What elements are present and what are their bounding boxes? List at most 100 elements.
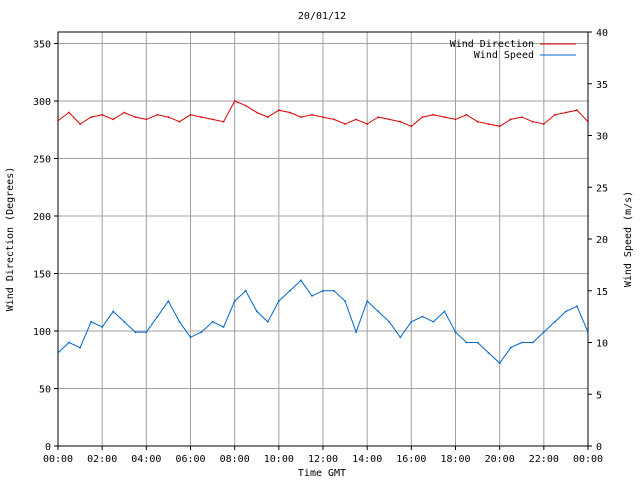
wind-direction-point bbox=[244, 104, 247, 107]
wind-direction-point bbox=[454, 118, 457, 121]
wind-direction-point bbox=[156, 113, 159, 116]
wind-direction-point bbox=[189, 113, 192, 116]
wind-speed-point bbox=[432, 320, 435, 323]
x-tick-label: 08:00 bbox=[220, 454, 250, 465]
wind-direction-point bbox=[366, 123, 369, 125]
wind-direction-point bbox=[233, 100, 236, 102]
wind-speed-point bbox=[366, 300, 369, 302]
wind-speed-point bbox=[333, 289, 335, 292]
right-tick-label: 25 bbox=[596, 183, 608, 194]
wind-speed-point bbox=[355, 331, 357, 333]
wind-speed-point bbox=[587, 331, 589, 333]
wind-speed-point bbox=[79, 346, 81, 349]
wind-direction-point bbox=[68, 111, 70, 114]
wind-direction-point bbox=[432, 113, 435, 116]
left-tick-label: 100 bbox=[33, 327, 51, 338]
wind-direction-point bbox=[465, 113, 468, 116]
series-lines bbox=[57, 100, 589, 365]
left-tick-label: 50 bbox=[39, 385, 51, 396]
wind-speed-point bbox=[244, 289, 247, 292]
wind-direction-point bbox=[134, 116, 137, 118]
wind-direction-point bbox=[211, 118, 214, 121]
right-tick-label: 0 bbox=[596, 442, 602, 453]
wind-speed-point bbox=[277, 300, 280, 302]
left-axis-label: Wind Direction (Degrees) bbox=[5, 167, 16, 312]
right-tick-label: 35 bbox=[596, 80, 608, 91]
wind-direction-point bbox=[509, 118, 512, 121]
wind-direction-point bbox=[487, 123, 490, 125]
x-tick-label: 12:00 bbox=[308, 454, 338, 465]
x-tick-label: 06:00 bbox=[175, 454, 205, 465]
x-axis-label: Time GMT bbox=[298, 468, 346, 479]
wind-direction-point bbox=[344, 123, 346, 125]
legend-label: Wind Speed bbox=[474, 50, 534, 61]
right-tick-label: 30 bbox=[596, 132, 608, 143]
right-axis-label: Wind Speed (m/s) bbox=[623, 191, 634, 287]
wind-direction-point bbox=[79, 123, 81, 125]
wind-speed-point bbox=[509, 346, 512, 349]
wind-direction-point bbox=[531, 120, 534, 123]
wind-direction-point bbox=[542, 123, 545, 125]
wind-speed-point bbox=[565, 310, 567, 313]
left-tick-label: 0 bbox=[45, 442, 51, 453]
right-axis-ticks: 0 5 10 15 20 25 30 35 40 bbox=[588, 28, 608, 453]
legend-label: Wind Direction bbox=[450, 39, 534, 50]
x-tick-label: 16:00 bbox=[396, 454, 426, 465]
wind-speed-point bbox=[377, 310, 380, 313]
grid bbox=[58, 32, 588, 446]
wind-direction-point bbox=[145, 118, 148, 121]
wind-speed-point bbox=[399, 336, 402, 339]
wind-speed-point bbox=[465, 341, 468, 344]
x-tick-label: 10:00 bbox=[264, 454, 294, 465]
wind-speed-point bbox=[57, 352, 59, 354]
wind-speed-point bbox=[487, 352, 490, 354]
wind-direction-point bbox=[300, 116, 302, 118]
wind-speed-point bbox=[178, 320, 181, 323]
wind-speed-point bbox=[531, 341, 534, 344]
wind-speed-point bbox=[311, 295, 313, 297]
wind-speed-point bbox=[266, 320, 269, 323]
wind-speed-point bbox=[498, 362, 501, 365]
wind-direction-point bbox=[520, 116, 523, 118]
left-tick-label: 350 bbox=[33, 40, 51, 51]
wind-direction-point bbox=[443, 116, 446, 118]
wind-speed-point bbox=[145, 331, 148, 333]
wind-direction-point bbox=[101, 113, 104, 116]
x-tick-label: 18:00 bbox=[440, 454, 470, 465]
wind-direction-point bbox=[355, 118, 357, 121]
wind-speed-point bbox=[520, 341, 523, 344]
wind-speed-point bbox=[123, 320, 126, 323]
wind-direction-point bbox=[498, 125, 501, 128]
wind-speed-point bbox=[300, 279, 302, 282]
x-tick-label: 20:00 bbox=[485, 454, 515, 465]
wind-direction-point bbox=[289, 111, 291, 114]
wind-speed-point bbox=[68, 341, 70, 344]
right-tick-label: 10 bbox=[596, 339, 608, 350]
x-axis-ticks: 00:00 02:00 04:00 06:00 08:00 10:00 12:00 14:00… bbox=[43, 446, 603, 465]
left-tick-label: 250 bbox=[33, 155, 51, 166]
right-tick-label: 5 bbox=[596, 390, 602, 401]
wind-speed-point bbox=[101, 326, 104, 328]
wind-direction-point bbox=[565, 111, 567, 114]
wind-speed-point bbox=[167, 300, 170, 302]
wind-speed-point bbox=[255, 310, 258, 313]
wind-direction-point bbox=[255, 111, 258, 114]
wind-speed-point bbox=[156, 315, 159, 318]
x-tick-label: 04:00 bbox=[131, 454, 161, 465]
wind-speed-point bbox=[554, 320, 556, 323]
left-tick-label: 300 bbox=[33, 97, 51, 108]
x-tick-label: 22:00 bbox=[529, 454, 559, 465]
wind-speed-point bbox=[134, 331, 137, 333]
wind-direction-point bbox=[57, 119, 59, 122]
wind-speed-point bbox=[542, 331, 545, 333]
wind-speed-point bbox=[200, 331, 203, 333]
wind-direction-point bbox=[311, 113, 313, 116]
wind-direction-point bbox=[90, 116, 92, 118]
wind-speed-point bbox=[233, 300, 236, 302]
wind-direction-point bbox=[123, 111, 126, 114]
wind-direction-point bbox=[554, 113, 556, 116]
wind-direction-point bbox=[112, 118, 115, 121]
wind-speed-point bbox=[421, 315, 424, 318]
left-axis-ticks: 0 50 100 150 200 250 300 350 bbox=[33, 40, 58, 453]
